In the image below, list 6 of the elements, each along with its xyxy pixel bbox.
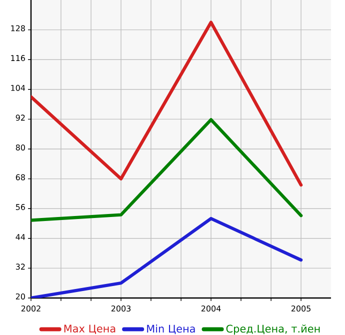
- line-series: [31, 118, 303, 222]
- legend-label: Сред.Цена, т.йен: [226, 324, 320, 335]
- line-series: [31, 20, 303, 187]
- legend-label: Max Цена: [64, 324, 116, 334]
- line-series: [31, 216, 303, 298]
- legend-label: Min Цена: [147, 324, 195, 334]
